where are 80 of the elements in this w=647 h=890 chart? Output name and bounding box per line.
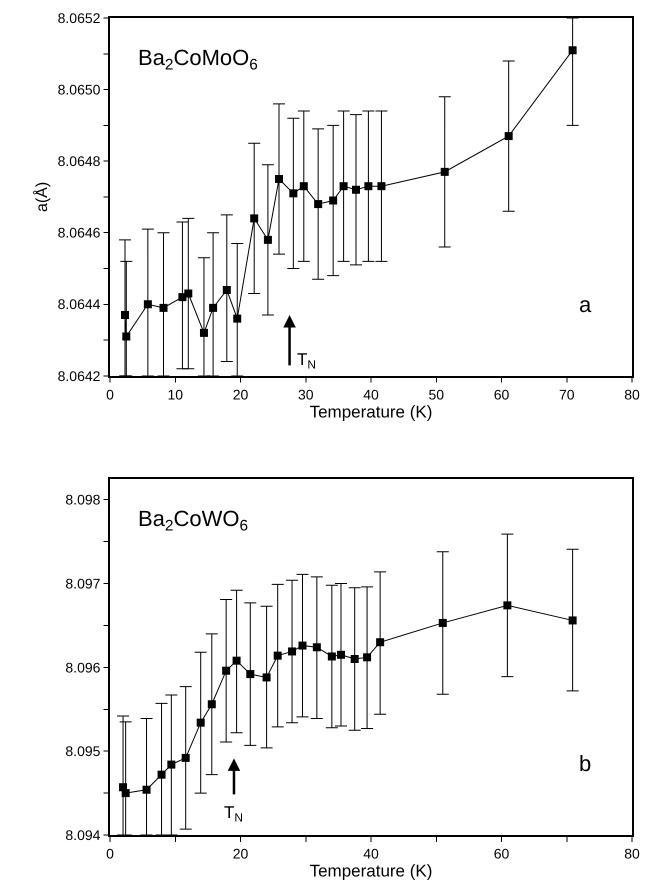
x-tick-label: 30 (298, 386, 314, 402)
point (121, 311, 130, 320)
y-tick-label: 8.098 (65, 492, 101, 508)
point (288, 647, 296, 656)
y-tick-label: 8.097 (65, 575, 101, 592)
point (222, 286, 231, 294)
point (275, 175, 283, 184)
x-tick-label: 80 (624, 846, 640, 862)
x-tick-label: 80 (624, 386, 640, 402)
x-tick-label: 20 (232, 386, 248, 402)
annotation: T$_{N}$ (224, 803, 243, 825)
annotation: Ba$_{2}$CoWO$_{6}$ (138, 506, 248, 535)
point (182, 754, 190, 762)
point (208, 700, 216, 708)
y-tick-label: 8.0650 (58, 81, 101, 98)
x-tick-label: 10 (167, 386, 184, 402)
point (377, 182, 386, 190)
y-tick-label: 8.0646 (58, 224, 101, 241)
point (376, 638, 384, 646)
point (568, 616, 577, 624)
annotation: a (579, 292, 592, 317)
y-tick-label: 8.094 (65, 826, 101, 843)
point (503, 601, 512, 610)
y-tick-label: 8.095 (65, 743, 101, 760)
point (200, 328, 208, 337)
point (144, 300, 152, 308)
y-tick-label: 8.0642 (58, 368, 101, 384)
x-tick-label: 20 (232, 846, 248, 862)
point (222, 666, 230, 675)
point (233, 314, 242, 323)
point (122, 332, 130, 340)
x-tick-label: 70 (558, 386, 575, 402)
point (274, 652, 282, 660)
point (568, 46, 577, 54)
point (504, 132, 513, 140)
x-tick-label: 40 (363, 846, 379, 862)
point (298, 642, 306, 650)
point (250, 214, 258, 222)
point (312, 643, 321, 652)
point (336, 650, 345, 659)
y-tick-label: 8.0644 (58, 296, 101, 312)
point (350, 654, 359, 663)
annotation: T$_{N}$ (297, 350, 316, 372)
point (196, 718, 205, 727)
point (300, 182, 308, 190)
point (329, 196, 338, 204)
point (160, 304, 168, 312)
x-tick-label: 0 (106, 386, 114, 402)
y-axis-title: a(Å) (33, 182, 52, 212)
point (246, 670, 254, 678)
point (142, 786, 151, 794)
point (364, 182, 372, 190)
point (264, 236, 272, 244)
y-tick-label: 8.0652 (58, 10, 101, 26)
point (167, 760, 176, 769)
point (158, 770, 166, 779)
point (232, 656, 241, 665)
point (340, 182, 348, 190)
x-tick-label: 50 (428, 386, 444, 402)
point (209, 304, 218, 312)
annotation: b (579, 751, 592, 776)
point (184, 290, 192, 298)
x-tick-label: 60 (494, 386, 510, 402)
point (314, 200, 322, 208)
point (262, 673, 271, 682)
point (440, 168, 449, 176)
x-tick-label: 60 (494, 846, 510, 862)
x-tick-label: 0 (106, 846, 114, 862)
point (289, 189, 298, 198)
x-tick-label: 40 (363, 386, 379, 402)
x-axis-title: Temperature (K) (310, 862, 432, 881)
y-tick-label: 8.0648 (58, 153, 101, 170)
point (352, 186, 360, 194)
point (363, 653, 372, 662)
point (328, 652, 336, 660)
y-tick-label: 8.096 (65, 659, 101, 676)
annotation: Ba$_{2}$CoMoO$_{6}$ (138, 45, 258, 74)
point (438, 618, 447, 627)
x-axis-title: Temperature (K) (310, 402, 432, 422)
point (122, 789, 130, 798)
